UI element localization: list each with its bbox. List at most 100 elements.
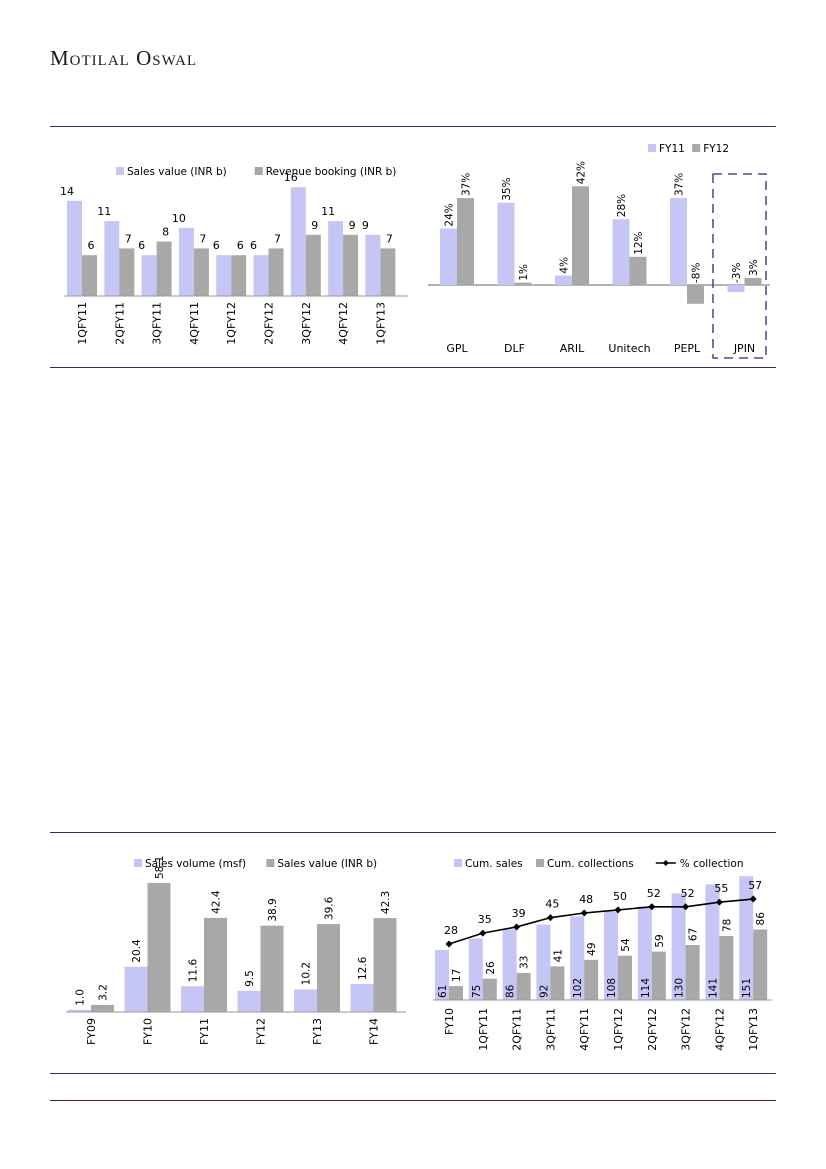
x-tick-label: 4QFY11 [578, 1008, 591, 1051]
data-label: 37% [674, 173, 686, 196]
data-label: 92 [538, 985, 550, 998]
line-data-label: 55 [714, 882, 728, 895]
divider-bottom-1 [50, 367, 776, 368]
data-label: 3.2 [98, 984, 110, 1001]
x-tick-label: 1QFY13 [747, 1008, 760, 1051]
data-label: 6 [213, 239, 220, 252]
data-label: 61 [437, 985, 449, 998]
bar-cum-collections-FY10 [449, 986, 463, 1000]
legend-swatch-1 [536, 859, 544, 867]
legend-label-1: Cum. collections [547, 858, 634, 870]
data-label: 86 [755, 912, 767, 926]
data-label: -3% [731, 263, 743, 283]
bar-sales-4QFY12 [328, 221, 344, 296]
bar-sales-1QFY13 [365, 234, 381, 296]
bar-cum-sales-1QFY13 [739, 876, 754, 1000]
data-label: 24% [444, 203, 456, 226]
data-label: 58.1 [154, 856, 166, 879]
x-tick-label: JPIN [733, 342, 755, 355]
x-tick-label: PEPL [674, 342, 701, 355]
line-marker [546, 914, 554, 922]
bar-revenue-4QFY12 [343, 234, 359, 296]
line-data-label: 50 [613, 890, 627, 903]
data-label: 20.4 [131, 939, 143, 963]
data-label: -8% [691, 263, 703, 283]
divider-top-1 [50, 126, 776, 127]
x-tick-label: 1QFY11 [76, 302, 89, 345]
bar-volume-FY10 [124, 966, 148, 1012]
x-tick-label: 1QFY13 [374, 302, 387, 345]
bar-sales-1QFY11 [67, 200, 82, 296]
bar-fy11-aril [555, 275, 572, 285]
bar-cum-collections-3QFY12 [685, 945, 700, 1000]
line-marker [445, 940, 453, 948]
bar-sales-1QFY12 [216, 255, 232, 296]
line-data-label: 28 [444, 924, 458, 937]
data-label: 42% [576, 161, 588, 184]
line-marker [614, 906, 622, 914]
x-tick-label: 2QFY12 [263, 302, 276, 345]
data-label: 4% [559, 257, 571, 274]
bar-cum-collections-1QFY12 [618, 955, 632, 1000]
data-label: 12.6 [357, 956, 369, 980]
bar-cum-sales-FY10 [435, 949, 449, 1000]
data-label: 11 [321, 205, 335, 218]
bar-cum-sales-4QFY12 [705, 884, 720, 1000]
x-tick-label: 3QFY12 [680, 1008, 693, 1051]
bar-cum-collections-4QFY11 [584, 959, 599, 1000]
data-label: 86 [505, 984, 517, 998]
data-label: 114 [640, 978, 652, 998]
line-marker [479, 929, 487, 937]
data-label: 7 [199, 232, 206, 245]
bar-cum-collections-4QFY12 [719, 936, 734, 1000]
data-label: 8 [162, 226, 169, 239]
bar-cum-sales-1QFY11 [468, 938, 483, 1000]
legend-swatch-1 [254, 167, 263, 175]
data-label: 42.4 [211, 890, 223, 914]
data-label: 6 [88, 239, 95, 252]
data-label: 10 [172, 212, 186, 225]
bar-revenue-3QFY12 [305, 234, 321, 296]
x-tick-label: 2QFY11 [511, 1008, 524, 1051]
line-marker [513, 923, 521, 931]
x-tick-label: FY13 [311, 1018, 324, 1045]
bar-cum-sales-3QFY12 [671, 893, 686, 1000]
bar-sales-2QFY12 [253, 255, 269, 296]
data-label: 7 [386, 232, 393, 245]
data-label: 59 [654, 934, 666, 947]
x-tick-label: 4QFY12 [337, 302, 350, 345]
bar-value-FY10 [147, 883, 171, 1012]
bar-value-FY09 [91, 1004, 114, 1012]
legend-label-0: Sales volume (msf) [145, 858, 246, 870]
data-label: 102 [572, 978, 584, 998]
data-label: 17 [451, 969, 463, 982]
data-label: 11 [97, 205, 111, 218]
bar-revenue-3QFY11 [156, 241, 172, 296]
bar-cum-collections-2QFY12 [651, 951, 666, 1000]
bar-revenue-2QFY11 [119, 248, 135, 296]
line-marker [682, 903, 690, 911]
bar-fy11-unitech [612, 219, 630, 285]
page-footer-line [50, 1100, 776, 1101]
x-tick-label: Unitech [608, 342, 650, 355]
data-label: 33 [519, 956, 531, 969]
x-tick-label: FY12 [255, 1018, 268, 1045]
legend-swatch-0 [648, 144, 656, 152]
line-data-label: 45 [545, 898, 559, 911]
line-data-label: 35 [478, 913, 492, 926]
highlight-box-jpin [712, 173, 767, 359]
bar-sales-3QFY12 [290, 187, 306, 296]
divider-top-2 [50, 832, 776, 833]
bar-cum-collections-1QFY13 [753, 929, 768, 1000]
bar-revenue-4QFY11 [193, 248, 209, 296]
data-label: 75 [471, 985, 483, 998]
data-label: 141 [707, 978, 719, 998]
legend-swatch-1 [266, 859, 275, 867]
data-label: 108 [606, 978, 618, 998]
data-label: 7 [125, 232, 132, 245]
bar-volume-FY11 [181, 986, 204, 1012]
x-tick-label: 4QFY11 [188, 302, 201, 345]
bar-volume-FY12 [237, 990, 261, 1012]
line-marker [715, 898, 723, 906]
bar-cum-collections-1QFY11 [482, 978, 497, 1000]
